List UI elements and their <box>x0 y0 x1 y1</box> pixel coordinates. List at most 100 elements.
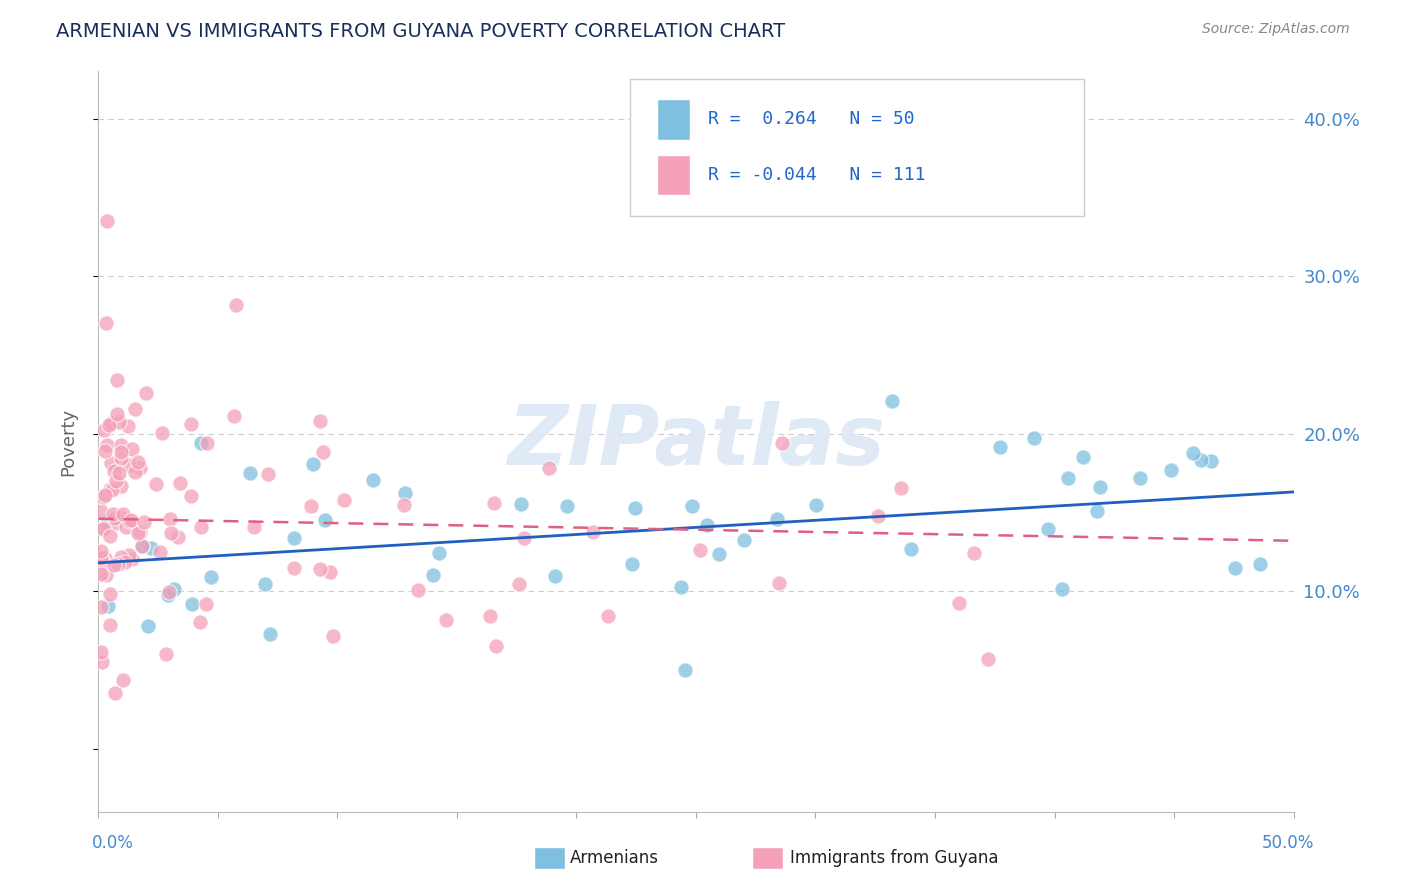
Point <box>93 423 115 437</box>
Point <box>90 600 112 615</box>
Point <box>394 486 416 500</box>
Point <box>868 508 890 523</box>
Point <box>696 517 718 532</box>
Point <box>200 570 222 584</box>
Point <box>117 514 139 528</box>
Point <box>555 500 578 514</box>
Point <box>159 526 181 541</box>
Point <box>1160 463 1182 477</box>
Point <box>98 529 121 543</box>
Point <box>243 520 266 534</box>
Point <box>681 500 703 514</box>
Point <box>302 457 325 471</box>
Point <box>108 510 131 524</box>
Point <box>620 557 643 571</box>
Point <box>770 435 793 450</box>
Text: Armenians: Armenians <box>569 849 658 867</box>
Point <box>155 647 177 661</box>
Point <box>90 544 112 558</box>
Point <box>100 618 122 632</box>
Point <box>101 483 124 498</box>
Point <box>427 546 450 560</box>
FancyBboxPatch shape <box>630 78 1084 216</box>
Point <box>538 461 561 475</box>
Point <box>225 298 247 312</box>
Point <box>90 645 112 659</box>
Text: R =  0.264   N = 50: R = 0.264 N = 50 <box>709 111 914 128</box>
Point <box>1050 582 1073 596</box>
Point <box>149 544 172 558</box>
Point <box>988 440 1011 454</box>
Point <box>157 585 180 599</box>
Point <box>94 443 117 458</box>
Point <box>167 530 190 544</box>
Point <box>131 539 153 553</box>
Point <box>127 526 149 541</box>
Point <box>1225 561 1247 575</box>
Point <box>91 556 114 570</box>
Point <box>1181 445 1204 459</box>
Point <box>188 615 211 629</box>
Text: R = -0.044   N = 111: R = -0.044 N = 111 <box>709 166 925 184</box>
Point <box>804 498 827 512</box>
Point <box>90 504 112 518</box>
Point <box>110 479 132 493</box>
Point <box>90 566 112 581</box>
Text: Immigrants from Guyana: Immigrants from Guyana <box>790 849 998 867</box>
Point <box>485 639 508 653</box>
Bar <box>657 154 690 195</box>
Bar <box>657 99 690 140</box>
Point <box>513 531 536 545</box>
Point <box>128 461 150 475</box>
Point <box>94 551 117 566</box>
Point <box>100 482 122 496</box>
Point <box>669 580 692 594</box>
Point <box>108 467 131 481</box>
Point <box>256 467 278 481</box>
Text: 50.0%: 50.0% <box>1263 834 1315 852</box>
Point <box>124 465 146 479</box>
Point <box>127 455 149 469</box>
Point <box>107 557 129 571</box>
Point <box>434 613 457 627</box>
Point <box>117 418 139 433</box>
Point <box>135 385 157 400</box>
Point <box>308 414 330 428</box>
Point <box>105 516 128 530</box>
Point <box>689 542 711 557</box>
Point <box>121 552 143 566</box>
Point <box>108 415 131 429</box>
Point <box>673 663 696 677</box>
Point <box>479 609 502 624</box>
Point <box>1088 480 1111 494</box>
Point <box>1071 450 1094 464</box>
Point <box>1022 431 1045 445</box>
Point <box>97 417 120 432</box>
Point <box>169 476 191 491</box>
Point <box>1249 558 1271 572</box>
Point <box>181 597 204 611</box>
Point <box>104 510 127 524</box>
Point <box>253 577 276 591</box>
Point <box>180 489 202 503</box>
Point <box>100 456 122 470</box>
Point <box>115 520 138 534</box>
Point <box>112 508 135 522</box>
Point <box>124 401 146 416</box>
Point <box>162 582 184 596</box>
Point <box>361 473 384 487</box>
Point <box>239 466 262 480</box>
Point <box>283 561 305 575</box>
Point <box>624 501 647 516</box>
Point <box>98 587 121 601</box>
Point <box>90 550 112 565</box>
Point <box>319 566 342 580</box>
Point <box>131 539 153 553</box>
Point <box>159 512 181 526</box>
Point <box>508 577 530 591</box>
Text: Source: ZipAtlas.com: Source: ZipAtlas.com <box>1202 22 1350 37</box>
Point <box>100 416 122 430</box>
Point <box>103 464 125 478</box>
Point <box>314 513 336 527</box>
Point <box>118 548 141 562</box>
